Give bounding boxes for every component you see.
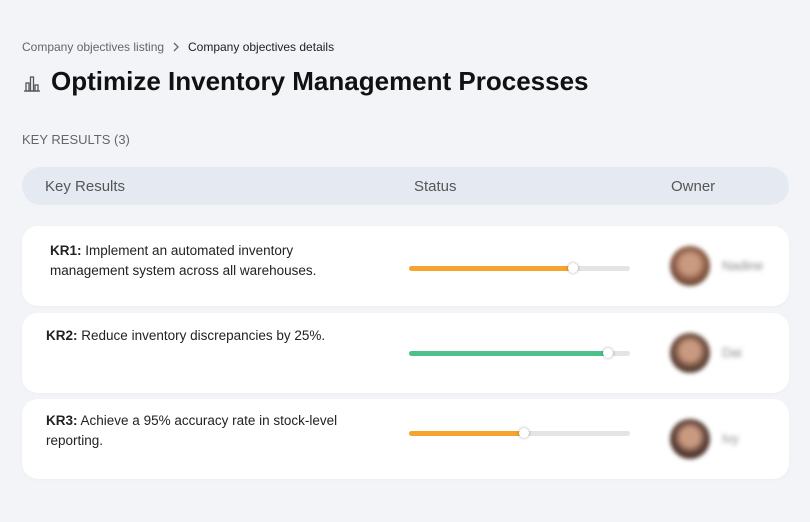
owner-avatar bbox=[670, 333, 710, 373]
key-result-text: KR2: Reduce inventory discrepancies by 2… bbox=[46, 326, 356, 346]
progress-knob bbox=[602, 348, 613, 358]
key-result-row[interactable] bbox=[22, 399, 789, 479]
key-result-id: KR3: bbox=[46, 413, 78, 428]
breadcrumb-separator bbox=[173, 42, 179, 52]
progress-knob bbox=[518, 428, 529, 438]
column-header: Key Results bbox=[45, 178, 126, 195]
progress-bar bbox=[409, 431, 524, 436]
key-result-description: Implement an automated inventory managem… bbox=[50, 243, 317, 278]
key-result-row[interactable] bbox=[22, 313, 789, 393]
owner-name: Nadine bbox=[722, 258, 764, 273]
key-result-id: KR1: bbox=[50, 243, 82, 258]
progress-bar bbox=[409, 351, 608, 356]
breadcrumb-link[interactable]: Company objectives listing bbox=[22, 40, 165, 54]
key-result-text: KR3: Achieve a 95% accuracy rate in stoc… bbox=[46, 411, 356, 451]
breadcrumb-current: Company objectives details bbox=[188, 40, 335, 54]
key-result-row[interactable] bbox=[22, 226, 789, 306]
section-label: KEY RESULTS (3) bbox=[22, 132, 130, 147]
progress-track bbox=[409, 348, 630, 358]
key-result-id: KR2: bbox=[46, 328, 78, 343]
progress-track bbox=[409, 263, 630, 273]
page-title: Optimize Inventory Management Processes bbox=[51, 66, 589, 96]
column-header: Status bbox=[414, 178, 457, 195]
owner-avatar bbox=[670, 419, 710, 459]
objective-icon bbox=[24, 76, 40, 92]
progress-bar bbox=[409, 266, 573, 271]
table-header bbox=[22, 167, 789, 205]
key-result-text: KR1: Implement an automated inventory ma… bbox=[50, 241, 360, 281]
owner-name: Ivy bbox=[722, 431, 739, 446]
key-result-description: Reduce inventory discrepancies by 25%. bbox=[81, 328, 326, 343]
progress-track bbox=[409, 428, 630, 438]
progress-knob bbox=[567, 263, 578, 273]
owner-avatar bbox=[670, 246, 710, 286]
column-header: Owner bbox=[671, 178, 716, 195]
owner-name: Dai bbox=[722, 345, 742, 360]
key-result-description: Achieve a 95% accuracy rate in stock-lev… bbox=[46, 413, 338, 448]
